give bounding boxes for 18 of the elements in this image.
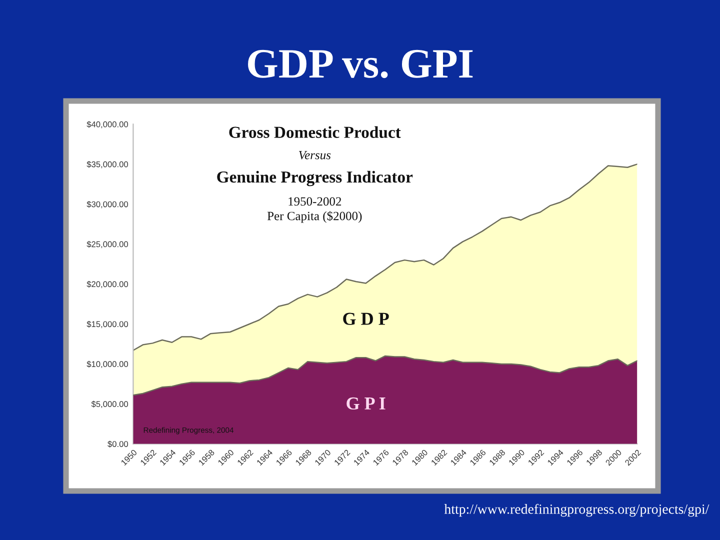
annotation: Versus bbox=[298, 150, 331, 160]
series-label: G P I bbox=[346, 397, 386, 410]
y-tick-label: $35,000.00 bbox=[86, 161, 128, 168]
annotation: Genuine Progress Indicator bbox=[217, 170, 413, 186]
annotation: Per Capita ($2000) bbox=[267, 211, 362, 223]
y-tick-label: $5,000.00 bbox=[91, 400, 128, 408]
y-tick-label: $15,000.00 bbox=[86, 320, 128, 328]
y-tick-label: $20,000.00 bbox=[86, 280, 128, 288]
y-tick-label: $10,000.00 bbox=[86, 360, 128, 368]
text: http://www.redefiningprogress.org/projects/gpi/ bbox=[444, 504, 710, 517]
y-tick-label: $25,000.00 bbox=[86, 240, 128, 248]
y-tick-label: $30,000.00 bbox=[86, 200, 128, 208]
annotation: 1950-2002 bbox=[288, 197, 342, 206]
y-tick-label: $0.00 bbox=[108, 440, 128, 448]
y-tick-label: $40,000.00 bbox=[86, 121, 128, 128]
annotation: Gross Domestic Product bbox=[229, 126, 401, 138]
series-label: G D P bbox=[343, 312, 389, 325]
chart-title: GDP vs. GPI bbox=[248, 50, 473, 78]
